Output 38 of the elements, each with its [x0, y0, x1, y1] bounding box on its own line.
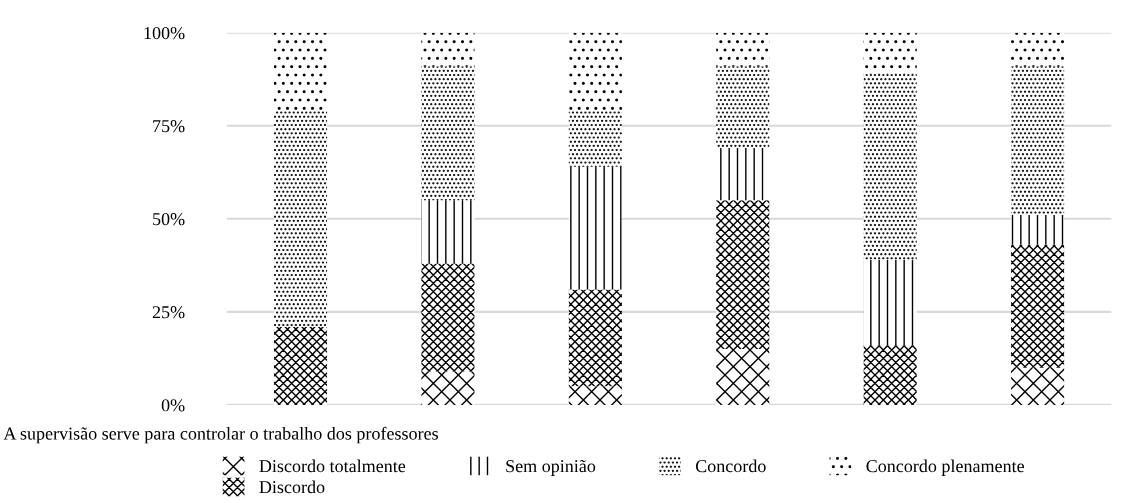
- x-axis-title: A supervisão serve para controlar o trabalho dos professores: [3, 426, 438, 444]
- bar: [568, 110, 622, 167]
- bar: [273, 32, 328, 111]
- bar: [863, 73, 917, 260]
- y-tick-label: 0%: [161, 399, 185, 412]
- y-tick-label: 25%: [152, 306, 185, 319]
- legend-label: Sem opinião: [506, 459, 596, 476]
- bar: [273, 110, 328, 327]
- legend-label: Concordo: [695, 459, 766, 473]
- bar: [421, 200, 475, 264]
- bar: [568, 32, 622, 111]
- bar: [863, 345, 917, 405]
- bar: [1011, 367, 1065, 405]
- bar: [421, 371, 475, 405]
- legend-label: Discordo: [259, 480, 325, 494]
- bar: [1011, 32, 1065, 67]
- y-tick-label: 75%: [153, 120, 185, 133]
- bar: [716, 148, 770, 201]
- y-tick-label: 100%: [144, 26, 185, 40]
- bar: [716, 200, 770, 350]
- y-tick-label: 50%: [153, 213, 185, 226]
- bar: [421, 66, 475, 201]
- bar: [568, 166, 622, 290]
- bar: [716, 32, 770, 67]
- bar: [421, 32, 475, 67]
- bar: [716, 349, 770, 405]
- bar: [863, 32, 917, 74]
- bar: [1011, 66, 1065, 216]
- bar: [863, 259, 917, 346]
- bar: [1011, 215, 1065, 245]
- bar: [568, 289, 622, 387]
- legend-label: Discordo totalmente: [259, 459, 406, 473]
- bar: [716, 66, 770, 149]
- legend-label: Concordo plenamente: [866, 459, 1024, 476]
- bar: [1011, 244, 1065, 368]
- bar: [273, 326, 328, 405]
- bar: [421, 263, 475, 372]
- bar: [568, 386, 622, 405]
